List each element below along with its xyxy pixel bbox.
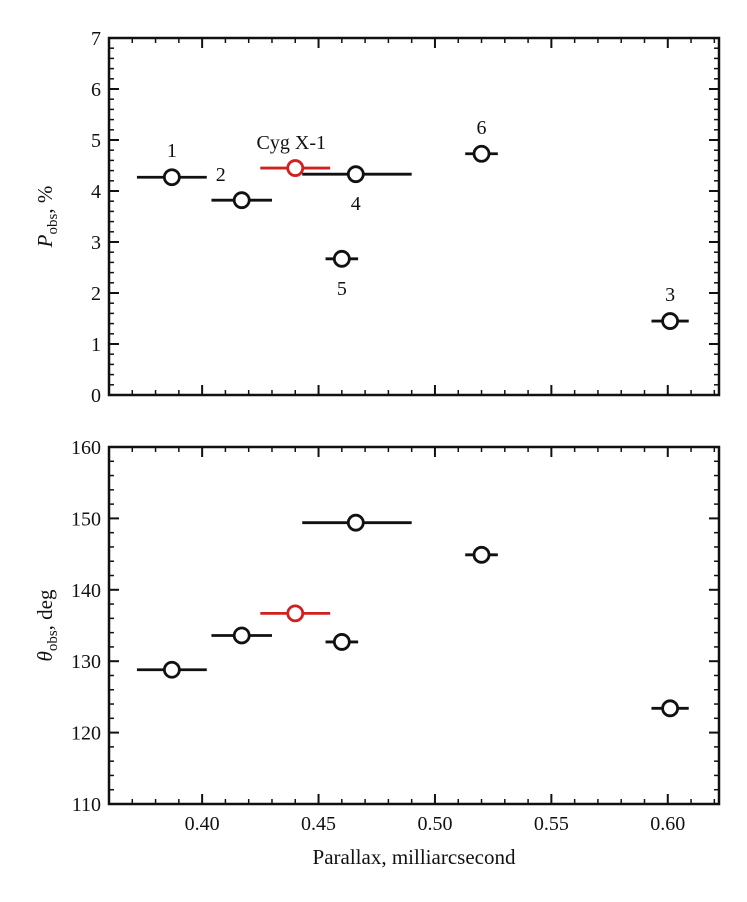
data-point [286,159,305,177]
point-label: 6 [477,117,487,139]
data-point [232,191,251,210]
y-tick-label: 6 [91,79,101,101]
panel-top: 0 1 2 3 4 5 6 7 Pobs, % 1 2 Cyg X-1 4 5 6 3 [33,28,721,407]
data-point [332,633,351,651]
y-tick-label: 140 [71,580,101,602]
point-label: 1 [167,140,177,162]
point-label: 2 [216,164,226,186]
y-tick-label: 1 [91,334,101,356]
point-label: 5 [337,278,347,300]
data-point [346,513,365,532]
data-point [232,626,251,645]
y-tick-label: 110 [72,794,101,816]
data-point [346,165,365,184]
x-tick-label: 0.55 [534,813,569,835]
data-point [661,312,680,330]
y-axis-label: Pobs, % [33,186,61,249]
plot-frame [107,445,721,806]
x-tick-label: 0.45 [301,813,336,835]
data-point [332,249,351,268]
y-tick-label: 7 [91,28,101,50]
plot-frame [107,36,721,397]
data-point [472,545,491,564]
y-tick-label: 0 [91,385,101,407]
y-tick-label: 120 [71,723,101,745]
y-tick-label: 130 [71,651,101,673]
x-tick-label: 0.40 [185,813,220,835]
panel-bottom: 110 120 130 140 150 160 0.40 0.45 0.50 0.55 0.60 Pa… [33,437,721,869]
data-point [162,660,181,679]
y-tick-label: 150 [71,508,101,530]
y-tick-label: 2 [91,283,101,305]
y-tick-label: 160 [71,437,101,459]
y-tick-label: 5 [91,130,101,152]
x-axis-label: Parallax, milliarcsecond [313,845,516,869]
x-tick-label: 0.50 [417,813,452,835]
y-tick-label: 4 [91,181,101,203]
data-point [661,699,680,718]
data-point [286,604,305,623]
x-tick-label: 0.60 [650,813,685,835]
point-label: Cyg X-1 [257,132,326,154]
point-label: 4 [351,193,361,215]
y-axis-label: θobs, deg [33,589,61,661]
point-label: 3 [665,284,675,306]
data-point [472,144,491,163]
y-tick-label: 3 [91,232,101,254]
data-point [162,168,181,187]
